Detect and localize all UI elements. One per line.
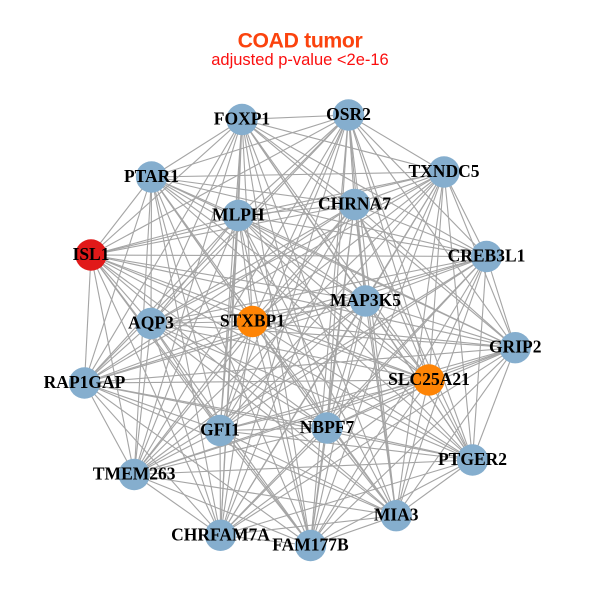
svg-text:CREB3L1: CREB3L1 <box>448 246 526 266</box>
svg-text:STXBP1: STXBP1 <box>220 311 285 331</box>
svg-text:adjusted p-value <2e-16: adjusted p-value <2e-16 <box>211 51 389 69</box>
svg-text:SLC25A21: SLC25A21 <box>388 369 470 389</box>
svg-text:PTAR1: PTAR1 <box>124 166 179 186</box>
svg-text:MIA3: MIA3 <box>374 505 419 525</box>
svg-text:MAP3K5: MAP3K5 <box>330 290 401 310</box>
svg-text:TMEM263: TMEM263 <box>93 464 176 484</box>
svg-text:MLPH: MLPH <box>212 205 265 225</box>
svg-text:CHRNA7: CHRNA7 <box>318 194 391 214</box>
svg-text:FOXP1: FOXP1 <box>214 109 270 129</box>
svg-text:NBPF7: NBPF7 <box>300 417 355 437</box>
svg-text:FAM177B: FAM177B <box>272 535 349 555</box>
svg-text:PTGER2: PTGER2 <box>438 449 507 469</box>
svg-text:CHRFAM7A: CHRFAM7A <box>171 524 270 544</box>
svg-text:COAD tumor: COAD tumor <box>238 30 363 53</box>
svg-text:OSR2: OSR2 <box>326 104 371 124</box>
svg-text:AQP3: AQP3 <box>128 313 174 333</box>
svg-text:GRIP2: GRIP2 <box>489 337 542 357</box>
svg-text:TXNDC5: TXNDC5 <box>409 161 480 181</box>
svg-text:GFI1: GFI1 <box>200 420 240 440</box>
svg-text:RAP1GAP: RAP1GAP <box>44 372 126 392</box>
svg-text:ISL1: ISL1 <box>73 244 110 264</box>
